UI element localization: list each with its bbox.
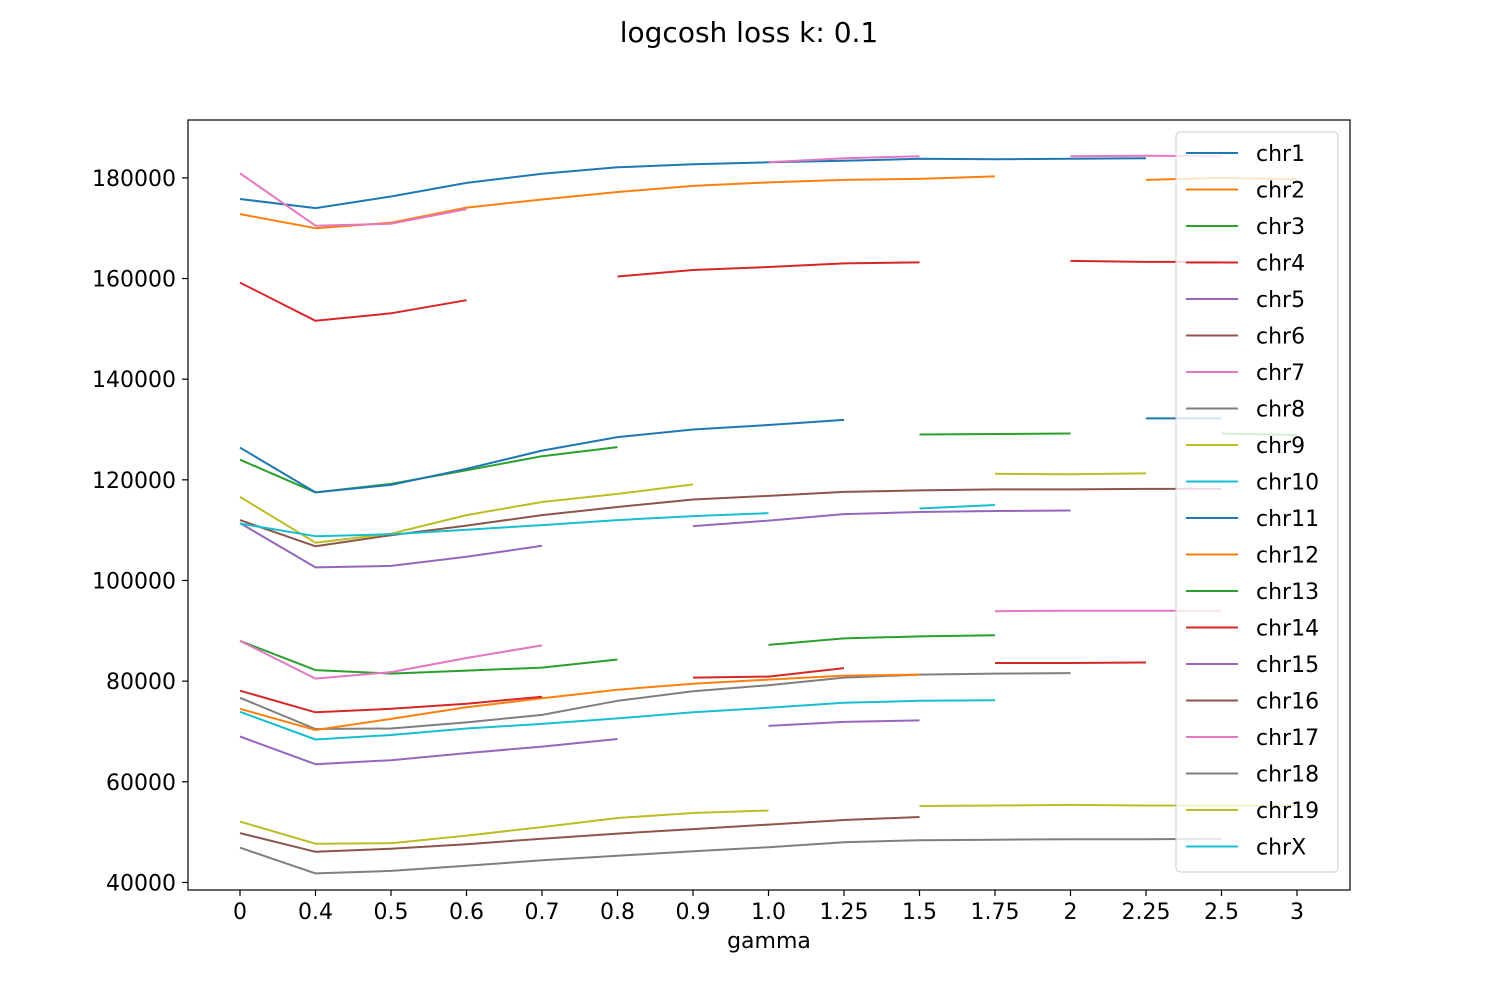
y-tick-label: 80000 [106, 670, 176, 695]
legend-label-chr13: chr13 [1256, 580, 1319, 605]
x-tick-label: 0.5 [374, 900, 409, 925]
legend-label-chr5: chr5 [1256, 288, 1305, 313]
axes: 0 0.4 0.5 0.6 0.7 0.8 0.9 1.0 1.25 1.5 1.75 2 2.25 2.… [92, 119, 1351, 925]
legend-label-chr14: chr14 [1256, 617, 1319, 642]
legend-label-chr1: chr1 [1256, 142, 1305, 167]
y-tick-label: 180000 [92, 167, 176, 192]
legend-label-chr11: chr11 [1256, 507, 1319, 532]
series-line-chr18-segment-1 [239, 837, 1222, 875]
legend-label-chr7: chr7 [1256, 361, 1305, 386]
series-line-chr9-segment-1 [239, 483, 694, 544]
legend-label-chr3: chr3 [1256, 215, 1305, 240]
series-line-chr15-segment-1 [239, 735, 618, 766]
legend-label-chr19: chr19 [1256, 799, 1319, 824]
series-line-chr1-segment-1 [239, 157, 1147, 210]
series-line-chr4-segment-2 [617, 261, 920, 278]
legend-label-chr10: chr10 [1256, 471, 1319, 496]
y-tick-label: 60000 [106, 771, 176, 796]
x-tick-label: 2 [1064, 900, 1078, 925]
legend: chr1 chr2 chr3 chr4 chr5 chr6 chr7 chr8 chr9 chr1… [1175, 131, 1339, 873]
chart-title: logcosh loss k: 0.1 [620, 16, 879, 49]
x-tick-label: 2.5 [1204, 900, 1239, 925]
series-line-chr14-segment-1 [239, 689, 543, 714]
x-tick-label: 0 [233, 900, 247, 925]
legend-label-chr18: chr18 [1256, 763, 1319, 788]
legend-label-chr6: chr6 [1256, 325, 1305, 350]
legend-label-chr8: chr8 [1256, 398, 1305, 423]
x-tick-label: 1.25 [820, 900, 869, 925]
legend-label-chrX: chrX [1256, 836, 1306, 861]
legend-label-chr16: chr16 [1256, 690, 1319, 715]
series-line-chr14-segment-2 [692, 667, 845, 679]
x-tick-label: 0.4 [298, 900, 333, 925]
y-tick-label: 100000 [92, 569, 176, 594]
legend-label-chr2: chr2 [1256, 179, 1305, 204]
series-line-chr7-segment-1 [239, 172, 467, 227]
series-line-chr14-segment-3 [995, 661, 1147, 664]
legend-label-chr12: chr12 [1256, 544, 1319, 569]
series-line-chr19-segment-1 [239, 809, 769, 845]
series-line-chr10-segment-1 [239, 512, 769, 538]
series-line-chrX-segment-1 [239, 699, 996, 741]
x-axis-label: gamma [727, 929, 811, 954]
x-tick-label: 0.7 [525, 900, 560, 925]
series-line-chr13-segment-2 [768, 634, 996, 646]
legend-label-chr15: chr15 [1256, 653, 1319, 678]
series-line-chr17-segment-1 [239, 640, 543, 680]
y-tick-label: 40000 [106, 871, 176, 896]
series-line-chr7-segment-2 [768, 155, 920, 164]
legend-label-chr4: chr4 [1256, 252, 1305, 277]
series-line-chr11-segment-1 [239, 418, 845, 494]
series-line-chr13-segment-1 [239, 639, 618, 675]
series-line-chr4-segment-1 [239, 281, 467, 322]
legend-box [1175, 131, 1339, 873]
y-tick-label: 160000 [92, 268, 176, 293]
series-line-chr12-segment-1 [239, 673, 920, 731]
series-line-chr9-segment-2 [994, 472, 1147, 476]
series-line-chr16-segment-1 [239, 816, 920, 853]
x-tick-label: 3 [1290, 900, 1304, 925]
x-tick-label: 0.8 [600, 900, 635, 925]
series-line-chr15-segment-2 [768, 719, 920, 727]
legend-label-chr17: chr17 [1256, 726, 1319, 751]
x-tick-label: 1.0 [751, 900, 786, 925]
series-line-chr5-segment-2 [692, 509, 1071, 528]
x-tick-label: 0.9 [676, 900, 711, 925]
series-line-chr5-segment-1 [239, 522, 543, 569]
x-tick-label: 1.5 [902, 900, 937, 925]
series-line-chr8-segment-1 [239, 672, 1071, 730]
x-tick-label: 2.25 [1122, 900, 1171, 925]
y-tick-label: 140000 [92, 368, 176, 393]
series-line-chr10-segment-2 [919, 504, 996, 510]
x-tick-label: 0.6 [449, 900, 484, 925]
legend-label-chr9: chr9 [1256, 434, 1305, 459]
x-tick-label: 1.75 [971, 900, 1020, 925]
y-tick-label: 120000 [92, 469, 176, 494]
series-line-chr3-segment-2 [919, 432, 1071, 436]
